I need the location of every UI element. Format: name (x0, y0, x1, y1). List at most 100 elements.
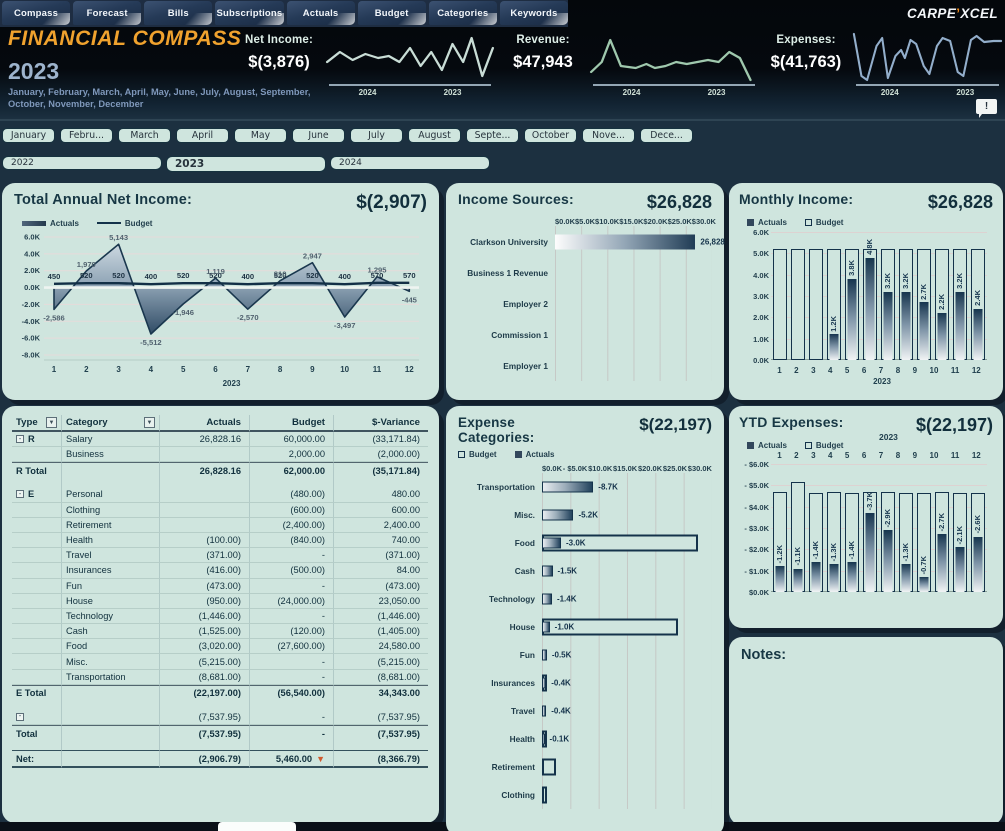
actuals-bar (542, 537, 561, 549)
x-tick: $20.0K (637, 464, 663, 474)
month-slicer-febru[interactable]: Febru... (60, 128, 113, 143)
svg-text:520: 520 (80, 271, 93, 280)
income-source-row-business-1-revenue: Business 1 Revenue (458, 257, 712, 288)
budget-bar (809, 249, 823, 360)
sparkline-year-labels: 2024 2023 (852, 88, 1003, 97)
x-tick: $25.0K (667, 217, 692, 226)
group-collapse-icon[interactable]: - (16, 490, 24, 499)
x-tick: 9 (912, 366, 918, 375)
month-slicer-may[interactable]: May (234, 128, 287, 143)
legend-label: Budget (469, 449, 497, 459)
svg-text:-445: -445 (402, 295, 418, 304)
table-type-cell: E Total (12, 684, 62, 701)
y-tick: - $3.0K (744, 524, 769, 533)
svg-text:6.0K: 6.0K (24, 233, 40, 242)
year-slicer-2023[interactable]: 2023 (166, 156, 326, 172)
kpi-expenses: Expenses: $(41,763) 2024 2023 (760, 26, 1003, 106)
cell-value: 2,400.00 (383, 519, 420, 530)
filter-dropdown-icon[interactable]: ▼ (144, 417, 155, 428)
expense-categories-bar-chart: $0.0K - $5.0K $10.0K $15.0K $20.0K $25.0K $30.… (458, 464, 712, 810)
tab-compass[interactable]: Compass (2, 1, 71, 25)
column-slot-4: -1.3K (826, 464, 842, 592)
brand-carpe: CARPE (906, 6, 957, 21)
x-tick: $20.0K (643, 217, 668, 226)
tab-bills[interactable]: Bills (144, 1, 213, 25)
month-slicer-april[interactable]: April (176, 128, 229, 143)
kpi-value: $47,943 (513, 53, 573, 71)
month-slicer-january[interactable]: January (2, 128, 55, 143)
month-slicer-nove[interactable]: Nove... (582, 128, 635, 143)
svg-text:5,143: 5,143 (109, 233, 128, 242)
column-slot-10: -2.7K (934, 464, 950, 592)
legend-label: Actuals (758, 440, 787, 450)
table-number-cell: 2,400.00 (334, 518, 428, 533)
month-slicer-july[interactable]: July (350, 128, 403, 143)
table-number-cell: (33,171.84) (334, 432, 428, 448)
cell-value: 600.00 (391, 504, 420, 515)
scroll-notch[interactable] (218, 822, 296, 831)
table-number-cell: - (250, 578, 334, 594)
expense-row-health: Health -0.1K (458, 725, 712, 754)
month-slicer-march[interactable]: March (118, 128, 171, 143)
svg-text:10: 10 (340, 365, 349, 374)
x-tick: 1 (777, 451, 782, 460)
svg-text:0.0K: 0.0K (24, 283, 40, 292)
kpi-sparkline-block: 2024 2023 (589, 26, 759, 106)
svg-text:-4.0K: -4.0K (22, 317, 41, 326)
actuals-bar (829, 564, 839, 592)
tab-subscriptions[interactable]: Subscriptions (215, 1, 284, 25)
x-tick: $5.0K (575, 217, 596, 226)
svg-text:520: 520 (209, 271, 222, 280)
income-source-bar-area (555, 350, 712, 381)
bar-value-label: 2.2K (937, 294, 946, 311)
group-collapse-icon[interactable]: - (16, 712, 24, 721)
table-category-cell (62, 750, 160, 768)
tab-keywords[interactable]: Keywords (499, 1, 568, 25)
bar-value-label: -1.3K (829, 542, 838, 562)
month-slicer-row: January Febru... March April May June July Augu… (2, 128, 693, 143)
month-slicer-june[interactable]: June (292, 128, 345, 143)
group-collapse-icon[interactable]: - (16, 435, 24, 444)
filter-dropdown-icon[interactable]: ▼ (46, 417, 57, 428)
x-tick: 12 (971, 451, 981, 460)
expense-x-axis: $0.0K - $5.0K $10.0K $15.0K $20.0K $25.0K $30.… (542, 464, 712, 473)
cell-value: (56,540.00) (277, 688, 325, 699)
svg-text:400: 400 (241, 272, 254, 281)
actuals-bar (542, 593, 552, 605)
svg-text:5: 5 (181, 365, 186, 374)
expense-label: Insurances (491, 678, 535, 689)
month-slicer-septe[interactable]: Septe... (466, 128, 519, 143)
bar-value-label: -5.2K (578, 510, 599, 520)
actuals-bar (973, 536, 983, 592)
year-slicer-row: 2022 2023 2024 (2, 156, 490, 172)
legend-label: Actuals (50, 218, 79, 228)
table-number-cell: (2,906.79) (160, 750, 250, 768)
expense-bar-area: -8.7K (542, 473, 712, 502)
legend-item-actuals: Actuals (747, 441, 787, 450)
month-slicer-august[interactable]: August (408, 128, 461, 143)
month-slicer-dece[interactable]: Dece... (640, 128, 693, 143)
year-slicer-2022[interactable]: 2022 (2, 156, 162, 170)
monthly-income-value: $26,828 (927, 192, 993, 212)
bar-value-label: -0.1K (549, 734, 570, 744)
actuals-swatch (514, 450, 522, 458)
tab-forecast[interactable]: Forecast (73, 1, 142, 25)
spark-year-label: 2023 (443, 88, 462, 97)
actuals-bar (793, 568, 803, 592)
column-slot-5: -1.4K (844, 464, 860, 592)
panel-notes: Notes: (729, 637, 1003, 825)
table-type-cell (12, 593, 62, 609)
actuals-swatch (22, 220, 46, 226)
table-number-cell: (371.00) (160, 548, 250, 564)
column-slots: 1.2K 3.8K 4.8K 3.2K 3.2K 2.7K 2.2K 3.2K 2.4K (771, 232, 987, 360)
table-number-cell: (5,215.00) (334, 654, 428, 670)
actuals-bar (542, 733, 545, 745)
bar-value-label: -0.5K (551, 650, 572, 660)
tab-budget[interactable]: Budget (357, 1, 426, 25)
tab-actuals[interactable]: Actuals (286, 1, 355, 25)
alert-message-icon[interactable]: ! (976, 99, 997, 118)
month-slicer-october[interactable]: October (524, 128, 577, 143)
expense-categories-legend: Budget Actuals (458, 448, 712, 460)
tab-categories[interactable]: Categories (428, 1, 497, 25)
year-slicer-2024[interactable]: 2024 (330, 156, 490, 170)
